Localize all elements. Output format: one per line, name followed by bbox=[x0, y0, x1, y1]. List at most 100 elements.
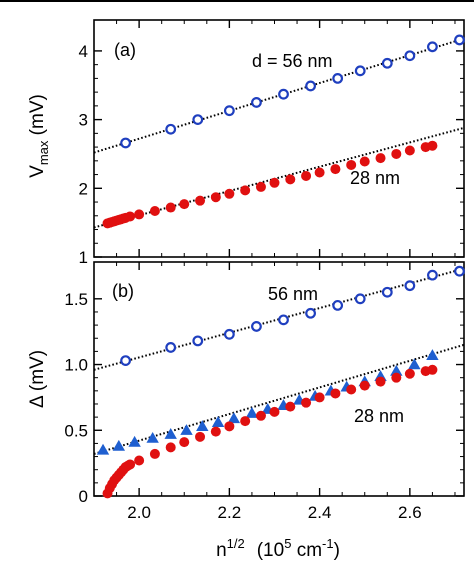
xlabel-unit-cm: cm bbox=[291, 540, 322, 561]
ylabel-v: V bbox=[27, 165, 48, 178]
data-point-filled-circle bbox=[301, 170, 312, 181]
data-point-filled-circle bbox=[210, 192, 221, 203]
data-point-open-circle bbox=[354, 293, 366, 305]
annotation-28-a: 28 nm bbox=[350, 168, 400, 188]
data-point-open-circle bbox=[354, 65, 366, 77]
data-point-filled-circle bbox=[427, 364, 438, 375]
data-point-filled-circle bbox=[255, 181, 266, 192]
data-point-filled-circle bbox=[346, 384, 357, 395]
data-point-open-circle bbox=[305, 307, 316, 319]
data-point-filled-circle bbox=[427, 140, 438, 151]
data-point-filled-circle bbox=[210, 426, 221, 437]
ylabel-max-sub: max bbox=[36, 140, 51, 165]
xlabel-unit-exp2: -1 bbox=[322, 536, 334, 551]
panel-b: 0 0.5 1.0 1.5 2.0 2.2 2.4 2.6 (b) 56 nm 28 nm Δ… bbox=[27, 261, 465, 561]
data-point-filled-circle bbox=[240, 185, 251, 196]
data-point-triangle bbox=[112, 439, 126, 451]
data-point-open-circle bbox=[120, 137, 131, 149]
x-tick-label: 2.6 bbox=[398, 503, 422, 522]
data-point-filled-circle bbox=[314, 167, 325, 178]
data-point-filled-circle bbox=[404, 368, 415, 379]
data-point-open-circle bbox=[332, 299, 344, 311]
data-point-open-circle bbox=[223, 105, 235, 117]
data-point-filled-circle bbox=[179, 199, 190, 210]
data-point-filled-circle bbox=[224, 421, 235, 432]
data-point-filled-circle bbox=[375, 376, 386, 387]
ylabel-unit: (mV) bbox=[27, 94, 48, 140]
xlabel-unit-pre: (10 bbox=[257, 540, 284, 561]
data-point-filled-circle bbox=[301, 397, 312, 408]
data-point-filled-circle bbox=[195, 431, 206, 442]
data-point-triangle bbox=[211, 416, 225, 428]
data-point-open-circle bbox=[381, 57, 393, 69]
data-point-open-circle bbox=[427, 41, 438, 53]
data-point-triangle bbox=[180, 424, 193, 435]
data-point-open-circle bbox=[454, 34, 465, 46]
data-point-filled-circle bbox=[285, 401, 296, 412]
data-point-triangle bbox=[128, 435, 141, 447]
data-point-filled-circle bbox=[149, 205, 160, 216]
data-point-triangle bbox=[408, 358, 421, 370]
panel-b-label: (b) bbox=[112, 281, 134, 301]
data-point-filled-circle bbox=[165, 442, 176, 453]
panel-a-ylabel: Vmax (mV) bbox=[27, 94, 51, 178]
x-tick-label: 2.0 bbox=[127, 503, 151, 522]
data-point-triangle bbox=[426, 349, 439, 360]
data-point-open-circle bbox=[223, 328, 235, 340]
data-point-open-circle bbox=[278, 314, 289, 326]
data-point-filled-circle bbox=[391, 148, 402, 159]
annotation-56: 56 nm bbox=[268, 284, 318, 304]
data-point-filled-circle bbox=[240, 416, 251, 427]
data-point-triangle bbox=[96, 443, 110, 455]
panel-a-marks bbox=[102, 34, 465, 229]
xlabel-n: n bbox=[216, 540, 227, 561]
panel-b-ticks bbox=[93, 262, 464, 497]
fit-line bbox=[93, 126, 465, 229]
data-point-filled-circle bbox=[149, 448, 160, 459]
data-point-open-circle bbox=[192, 335, 204, 347]
panel-b-frame bbox=[93, 261, 465, 497]
data-point-filled-circle bbox=[375, 153, 386, 164]
data-point-filled-circle bbox=[269, 177, 280, 188]
data-point-open-circle bbox=[332, 72, 344, 84]
data-point-open-circle bbox=[404, 50, 416, 62]
x-tick-label: 2.2 bbox=[218, 503, 242, 522]
data-point-triangle bbox=[227, 412, 241, 424]
y-tick-label: 0 bbox=[79, 487, 88, 506]
y-tick-label: 1.0 bbox=[64, 356, 88, 375]
data-point-filled-circle bbox=[330, 388, 341, 399]
data-point-filled-circle bbox=[359, 380, 370, 391]
data-point-triangle bbox=[390, 364, 403, 376]
panel-a-fits bbox=[93, 37, 465, 229]
panel-a-label: (a) bbox=[114, 40, 136, 60]
data-point-open-circle bbox=[454, 265, 465, 277]
data-point-filled-circle bbox=[346, 159, 357, 170]
data-point-filled-circle bbox=[285, 174, 296, 185]
xlabel-unit-end: ) bbox=[334, 540, 340, 561]
x-axis-label: n1/2 (105 cm-1) bbox=[216, 536, 340, 561]
data-point-open-circle bbox=[165, 123, 177, 135]
data-point-open-circle bbox=[165, 342, 177, 353]
data-point-open-circle bbox=[192, 114, 204, 126]
data-point-open-circle bbox=[251, 97, 262, 108]
data-point-triangle bbox=[245, 406, 259, 418]
data-point-open-circle bbox=[278, 88, 289, 100]
data-point-open-circle bbox=[427, 269, 438, 281]
data-point-triangle bbox=[164, 428, 177, 439]
data-point-filled-circle bbox=[224, 188, 235, 199]
data-point-open-circle bbox=[381, 286, 393, 298]
data-point-open-circle bbox=[251, 321, 262, 332]
data-point-filled-circle bbox=[195, 195, 206, 206]
data-point-filled-circle bbox=[314, 392, 325, 403]
data-point-filled-circle bbox=[269, 406, 280, 417]
panel-a-ticklabels: 1 2 3 4 bbox=[79, 42, 88, 267]
y-tick-label: 1 bbox=[79, 248, 88, 267]
data-point-filled-circle bbox=[391, 372, 402, 383]
data-point-triangle bbox=[196, 420, 209, 431]
y-tick-label: 1.5 bbox=[64, 290, 88, 309]
panel-a-ticks bbox=[93, 20, 464, 258]
data-point-filled-circle bbox=[125, 459, 136, 470]
data-point-filled-circle bbox=[359, 156, 370, 167]
panel-b-fits bbox=[93, 267, 465, 455]
